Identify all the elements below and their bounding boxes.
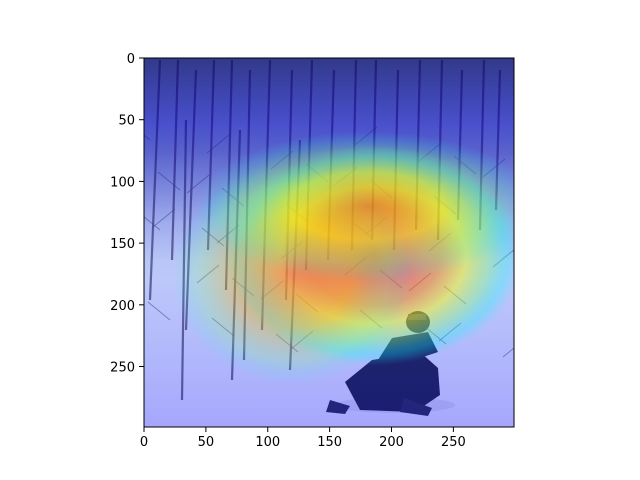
x-tick-label: 50	[198, 435, 215, 450]
x-axis: 0 50 100 150 200 250	[140, 427, 466, 450]
y-axis: 0 50 100 150 200 250	[110, 52, 144, 376]
hotspot	[196, 131, 514, 282]
y-tick-label: 0	[127, 52, 135, 67]
y-tick-label: 100	[110, 175, 135, 190]
x-tick-label: 0	[140, 435, 148, 450]
x-tick-label: 150	[317, 435, 342, 450]
x-tick-label: 200	[379, 435, 404, 450]
y-tick-label: 150	[110, 237, 135, 252]
y-tick-label: 250	[110, 361, 135, 376]
attention-hotspots	[172, 131, 514, 384]
x-tick-label: 100	[255, 435, 280, 450]
x-tick-label: 250	[441, 435, 466, 450]
y-tick-label: 50	[118, 114, 135, 129]
plot-frame	[143, 57, 515, 428]
y-tick-label: 200	[110, 299, 135, 314]
heatmap-image	[144, 58, 514, 427]
